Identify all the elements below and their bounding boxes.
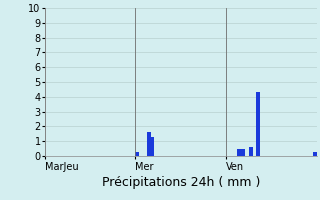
Bar	[256, 92, 260, 156]
Bar	[241, 149, 245, 156]
Bar	[249, 147, 252, 156]
Bar	[147, 132, 151, 156]
Bar	[313, 152, 317, 156]
Bar	[135, 152, 139, 156]
Bar	[151, 137, 154, 156]
Bar	[237, 149, 241, 156]
X-axis label: Précipitations 24h ( mm ): Précipitations 24h ( mm )	[102, 176, 260, 189]
